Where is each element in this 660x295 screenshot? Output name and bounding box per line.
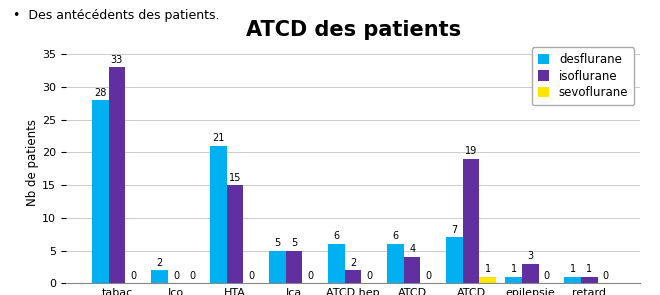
- Text: 2: 2: [156, 258, 162, 268]
- Text: 0: 0: [366, 271, 373, 281]
- Text: 3: 3: [527, 251, 533, 261]
- Y-axis label: Nb de patients: Nb de patients: [26, 119, 40, 206]
- Text: 1: 1: [511, 264, 517, 274]
- Legend: desflurane, isoflurane, sevoflurane: desflurane, isoflurane, sevoflurane: [532, 47, 634, 105]
- Text: 2: 2: [350, 258, 356, 268]
- Text: 0: 0: [308, 271, 313, 281]
- Text: 5: 5: [291, 238, 297, 248]
- Title: ATCD des patients: ATCD des patients: [246, 20, 461, 40]
- Bar: [151, 270, 168, 283]
- Text: 28: 28: [94, 88, 106, 98]
- Text: 0: 0: [603, 271, 609, 281]
- Text: 6: 6: [393, 231, 399, 241]
- Text: 0: 0: [544, 271, 550, 281]
- Bar: [463, 159, 479, 283]
- Bar: [210, 146, 227, 283]
- Bar: [479, 277, 496, 283]
- Text: 21: 21: [213, 133, 224, 143]
- Bar: [286, 250, 302, 283]
- Bar: [564, 277, 581, 283]
- Bar: [109, 68, 125, 283]
- Bar: [522, 264, 539, 283]
- Text: 1: 1: [586, 264, 593, 274]
- Bar: [581, 277, 597, 283]
- Bar: [387, 244, 404, 283]
- Text: 6: 6: [333, 231, 340, 241]
- Bar: [345, 270, 362, 283]
- Bar: [92, 100, 109, 283]
- Bar: [227, 185, 244, 283]
- Bar: [269, 250, 286, 283]
- Text: 1: 1: [484, 264, 491, 274]
- Bar: [506, 277, 522, 283]
- Bar: [446, 237, 463, 283]
- Bar: [328, 244, 345, 283]
- Text: 7: 7: [451, 225, 458, 235]
- Text: 19: 19: [465, 146, 477, 156]
- Text: 0: 0: [173, 271, 179, 281]
- Text: 5: 5: [275, 238, 280, 248]
- Text: 15: 15: [229, 173, 241, 183]
- Text: 4: 4: [409, 245, 415, 254]
- Text: 0: 0: [189, 271, 195, 281]
- Text: 0: 0: [248, 271, 255, 281]
- Text: 33: 33: [111, 55, 123, 65]
- Text: 0: 0: [426, 271, 432, 281]
- Text: 0: 0: [131, 271, 137, 281]
- Text: •  Des antécédents des patients.: • Des antécédents des patients.: [13, 9, 220, 22]
- Text: 1: 1: [570, 264, 576, 274]
- Bar: [404, 257, 420, 283]
